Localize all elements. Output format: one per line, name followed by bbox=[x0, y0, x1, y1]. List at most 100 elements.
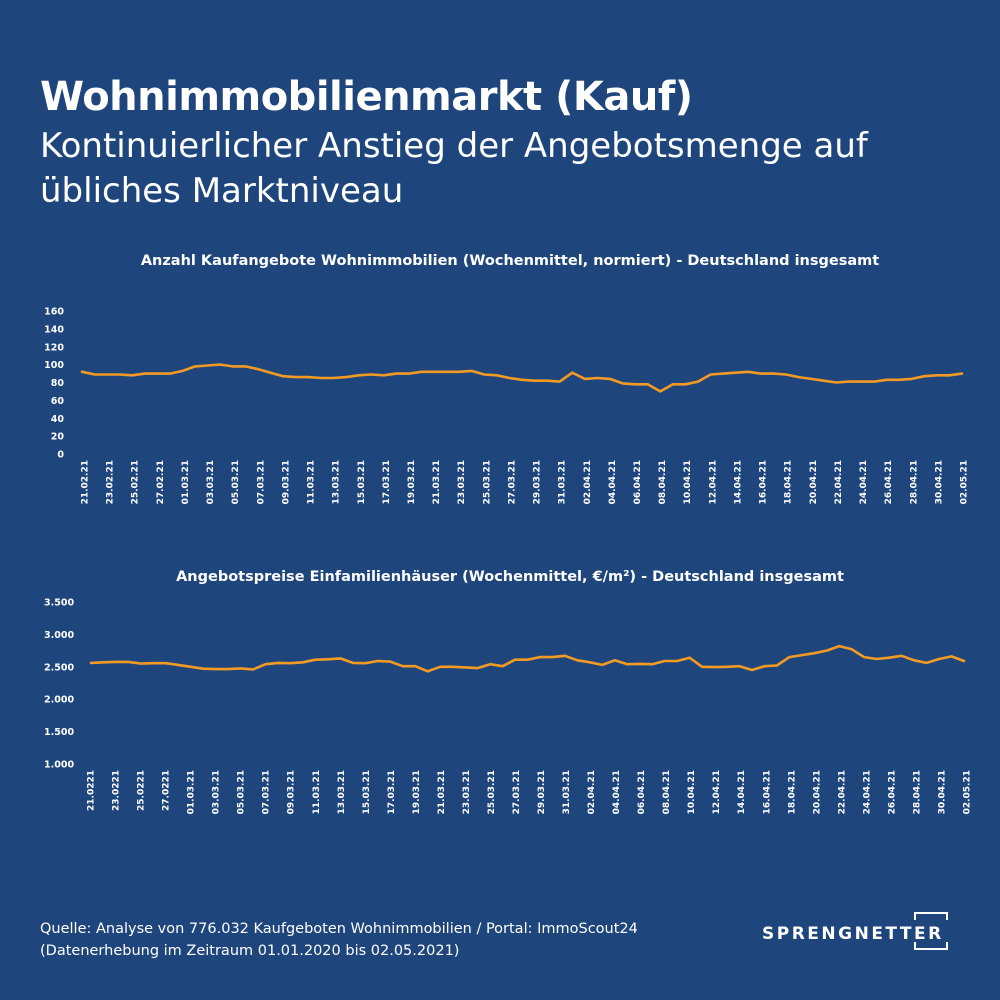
chart1-x-tick-label: 26.04.21 bbox=[884, 460, 894, 504]
chart1-x-tick-label: 16.04.21 bbox=[759, 460, 769, 504]
chart1-x-tick-label: 30.04.21 bbox=[934, 460, 944, 504]
chart1-x-tick-label: 06.04.21 bbox=[633, 460, 643, 504]
chart1-x-tick-label: 27.02.21 bbox=[156, 460, 166, 504]
chart1-x-tick-label: 23.03.21 bbox=[457, 460, 467, 504]
chart2-x-tick-label: 01.03.21 bbox=[187, 770, 197, 814]
chart1-x-tick-label: 20.04.21 bbox=[809, 460, 819, 504]
chart1-y-tick-label: 160 bbox=[44, 307, 64, 318]
chart2-x-tick-label: 14.04.21 bbox=[737, 770, 747, 814]
chart2-x-tick-label: 02.05.21 bbox=[963, 770, 973, 814]
chart2-x-tick-label: 25.0221 bbox=[137, 770, 147, 811]
chart1-x-tick-label: 02.04.21 bbox=[583, 460, 593, 504]
chart1-x-tick-label: 19.03.21 bbox=[407, 460, 417, 504]
chart2-x-tick-label: 15.03.21 bbox=[362, 770, 372, 814]
chart1-x-tick-label: 17.03.21 bbox=[382, 460, 392, 504]
chart2-x-tick-label: 11.03.21 bbox=[312, 770, 322, 814]
chart1-x-tick-label: 01.03.21 bbox=[181, 460, 191, 504]
offers-count-line-chart: 0 20 40 60 80 100 120 140 160 21.02.21 23.02.21 25.… bbox=[44, 307, 970, 505]
chart2-y-tick-label: 3.500 bbox=[44, 598, 74, 609]
chart1-x-tick-label: 05.03.21 bbox=[231, 460, 241, 504]
chart1-x-tick-label: 25.02.21 bbox=[131, 460, 141, 504]
logo-wordmark: SPRENGNETTER bbox=[762, 924, 944, 944]
chart2-x-tick-label: 27.03.21 bbox=[512, 770, 522, 814]
chart2-x-tick-label: 20.04.21 bbox=[812, 770, 822, 814]
chart1-x-tick-label: 12.04.21 bbox=[708, 460, 718, 504]
chart2-x-tick-label: 17.03.21 bbox=[387, 770, 397, 814]
chart1-x-tick-label: 22.04.21 bbox=[834, 460, 844, 504]
chart2-x-tick-label: 31.03.21 bbox=[562, 770, 572, 814]
chart2-y-tick-label: 1.000 bbox=[44, 760, 74, 771]
chart1-y-tick-label: 40 bbox=[51, 414, 65, 425]
chart2-x-tick-label: 03.03.21 bbox=[212, 770, 222, 814]
chart2-x-tick-label: 05.03.21 bbox=[237, 770, 247, 814]
chart1-x-tick-label: 15.03.21 bbox=[357, 460, 367, 504]
chart2-x-tick-label: 27.0221 bbox=[162, 770, 172, 811]
chart2-y-tick-label: 2.000 bbox=[44, 695, 74, 706]
chart2-x-tick-label: 09.03.21 bbox=[287, 770, 297, 814]
chart2-series-line bbox=[89, 644, 966, 673]
chart2-x-tick-label: 12.04.21 bbox=[712, 770, 722, 814]
page-title: Wohnimmobilienmarkt (Kauf) bbox=[40, 74, 693, 120]
chart2-x-tick-label: 06.04.21 bbox=[637, 770, 647, 814]
chart2-x-tick-label: 24.04.21 bbox=[862, 770, 872, 814]
chart1-series-line bbox=[80, 363, 964, 393]
chart2-x-tick-label: 19.03.21 bbox=[412, 770, 422, 814]
chart1-x-tick-label: 08.04.21 bbox=[658, 460, 668, 504]
logo-bracket-top-icon bbox=[914, 912, 948, 920]
chart2-x-tick-label: 21.0221 bbox=[87, 770, 97, 811]
chart1-x-tick-label: 04.04.21 bbox=[608, 460, 618, 504]
chart2-x-tick-label: 29.03.21 bbox=[537, 770, 547, 814]
chart2-x-tick-label: 07.03.21 bbox=[262, 770, 272, 814]
chart-2-title: Angebotspreise Einfamilienhäuser (Wochen… bbox=[176, 569, 844, 585]
chart1-x-tick-label: 24.04.21 bbox=[859, 460, 869, 504]
chart2-x-tick-label: 26.04.21 bbox=[887, 770, 897, 814]
chart1-x-tick-label: 18.04.21 bbox=[784, 460, 794, 504]
chart1-x-tick-label: 14.04.21 bbox=[733, 460, 743, 504]
chart1-y-tick-label: 60 bbox=[51, 396, 65, 407]
chart2-x-tick-label: 04.04.21 bbox=[612, 770, 622, 814]
chart1-x-tick-label: 21.02.21 bbox=[81, 460, 91, 504]
chart2-y-tick-label: 2.500 bbox=[44, 662, 74, 673]
chart-1-title: Anzahl Kaufangebote Wohnimmobilien (Woch… bbox=[140, 253, 880, 269]
house-price-line-chart: 1.000 1.500 2.000 2.500 3.000 3.500 21.0221 23.… bbox=[44, 598, 973, 815]
chart1-y-tick-label: 140 bbox=[44, 324, 64, 335]
chart1-x-tick-label: 10.04.21 bbox=[683, 460, 693, 504]
chart1-x-tick-label: 29.03.21 bbox=[533, 460, 543, 504]
chart2-x-tick-label: 10.04.21 bbox=[687, 770, 697, 814]
chart2-y-tick-label: 1.500 bbox=[44, 727, 74, 738]
chart1-y-tick-label: 20 bbox=[51, 432, 65, 443]
chart2-x-tick-label: 30.04.21 bbox=[937, 770, 947, 814]
logo-bracket-bottom-icon bbox=[914, 942, 948, 950]
chart1-x-tick-label: 21.03.21 bbox=[432, 460, 442, 504]
chart1-x-tick-label: 07.03.21 bbox=[256, 460, 266, 504]
chart1-x-tick-label: 02.05.21 bbox=[960, 460, 970, 504]
chart1-x-tick-label: 25.03.21 bbox=[482, 460, 492, 504]
sprengnetter-logo: SPRENGNETTER bbox=[762, 908, 952, 954]
chart2-x-tick-label: 23.0221 bbox=[112, 770, 122, 811]
chart2-x-tick-label: 16.04.21 bbox=[762, 770, 772, 814]
chart1-x-tick-label: 03.03.21 bbox=[206, 460, 216, 504]
chart1-x-tick-label: 23.02.21 bbox=[106, 460, 116, 504]
chart1-x-tick-label: 11.03.21 bbox=[307, 460, 317, 504]
chart2-y-tick-label: 3.000 bbox=[44, 630, 74, 641]
chart1-x-tick-label: 09.03.21 bbox=[281, 460, 291, 504]
chart2-x-tick-label: 02.04.21 bbox=[587, 770, 597, 814]
chart1-x-tick-label: 31.03.21 bbox=[558, 460, 568, 504]
chart2-x-tick-label: 08.04.21 bbox=[662, 770, 672, 814]
chart1-x-tick-label: 13.03.21 bbox=[332, 460, 342, 504]
chart2-x-tick-label: 13.03.21 bbox=[337, 770, 347, 814]
chart1-y-tick-label: 0 bbox=[57, 450, 64, 461]
chart2-x-tick-label: 22.04.21 bbox=[837, 770, 847, 814]
source-line-2: (Datenerhebung im Zeitraum 01.01.2020 bi… bbox=[40, 943, 460, 959]
source-note: Quelle: Analyse von 776.032 Kaufgeboten … bbox=[40, 918, 638, 962]
chart2-x-tick-label: 25.03.21 bbox=[487, 770, 497, 814]
page-subtitle: Kontinuierlicher Anstieg der Angebotsmen… bbox=[40, 126, 868, 211]
chart1-x-tick-label: 27.03.21 bbox=[507, 460, 517, 504]
chart1-y-tick-label: 80 bbox=[51, 378, 65, 389]
chart1-y-tick-label: 120 bbox=[44, 342, 64, 353]
chart2-x-tick-label: 23.03.21 bbox=[462, 770, 472, 814]
chart2-x-tick-label: 18.04.21 bbox=[787, 770, 797, 814]
chart1-x-tick-label: 28.04.21 bbox=[909, 460, 919, 504]
chart1-y-tick-label: 100 bbox=[44, 360, 64, 371]
chart2-x-tick-label: 21.03.21 bbox=[437, 770, 447, 814]
